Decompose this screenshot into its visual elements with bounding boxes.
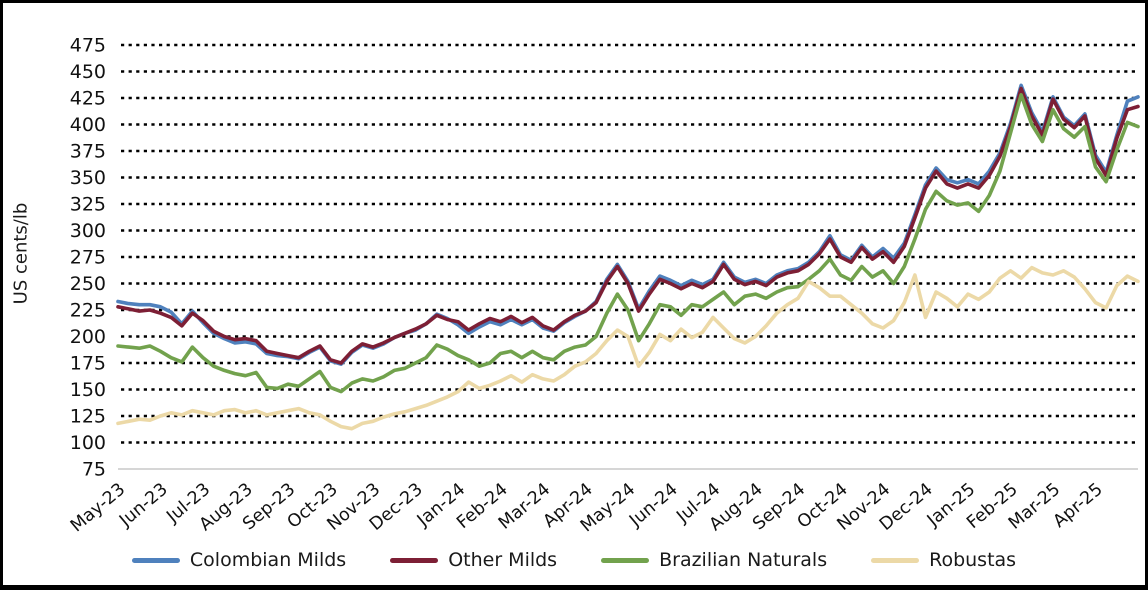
y-tick-label: 475 (70, 35, 106, 57)
y-tick-label: 400 (70, 114, 106, 136)
legend-label-colombian-milds: Colombian Milds (189, 549, 347, 571)
series-line-robustas (116, 265, 1140, 431)
y-tick-label: 275 (70, 247, 106, 269)
legend-item-colombian-milds: Colombian Milds (131, 549, 347, 571)
y-tick-label: 300 (70, 220, 106, 242)
y-tick-label: 250 (70, 273, 106, 295)
legend-swatch-brazilian-naturals (601, 557, 650, 563)
series-line-colombian-milds (116, 83, 1140, 366)
legend-label-brazilian-naturals: Brazilian Naturals (659, 549, 828, 571)
y-tick-label: 375 (70, 141, 106, 163)
legend-item-robustas: Robustas (871, 549, 1016, 571)
legend-swatch-other-milds (390, 557, 439, 563)
y-tick-label: 125 (70, 406, 106, 428)
x-tick-label: May-23 (67, 480, 129, 537)
price-line-chart: 475 450 425 400 375 350 325 300 275 250 225 200 175 1… (67, 35, 1140, 537)
y-tick-label: 100 (70, 432, 106, 454)
y-tick-label: 325 (70, 194, 106, 216)
y-tick-label: 175 (70, 353, 106, 375)
legend-swatch-robustas (871, 557, 920, 563)
legend: Colombian Milds Other Milds Brazilian Natu… (3, 549, 1145, 571)
series-line-other-milds (116, 86, 1140, 365)
y-tick-label: 75 (82, 459, 106, 481)
x-tick-label: Jun-23 (115, 480, 171, 532)
x-tick-label: Apr-25 (1050, 480, 1107, 532)
y-tick-label: 225 (70, 300, 106, 322)
y-axis-title: US cents/lb (10, 202, 32, 305)
y-tick-label: 150 (70, 379, 106, 401)
legend-swatch-colombian-milds (131, 557, 180, 563)
legend-label-robustas: Robustas (929, 549, 1017, 571)
legend-label-other-milds: Other Milds (448, 549, 558, 571)
y-tick-label: 200 (70, 326, 106, 348)
series-line-brazilian-naturals (116, 93, 1140, 394)
x-tick-label: Jun-24 (625, 480, 681, 532)
y-tick-label: 450 (70, 61, 106, 83)
y-tick-label: 425 (70, 88, 106, 110)
legend-item-other-milds: Other Milds (390, 549, 557, 571)
y-tick-label: 350 (70, 167, 106, 189)
legend-item-brazilian-naturals: Brazilian Naturals (601, 549, 827, 571)
